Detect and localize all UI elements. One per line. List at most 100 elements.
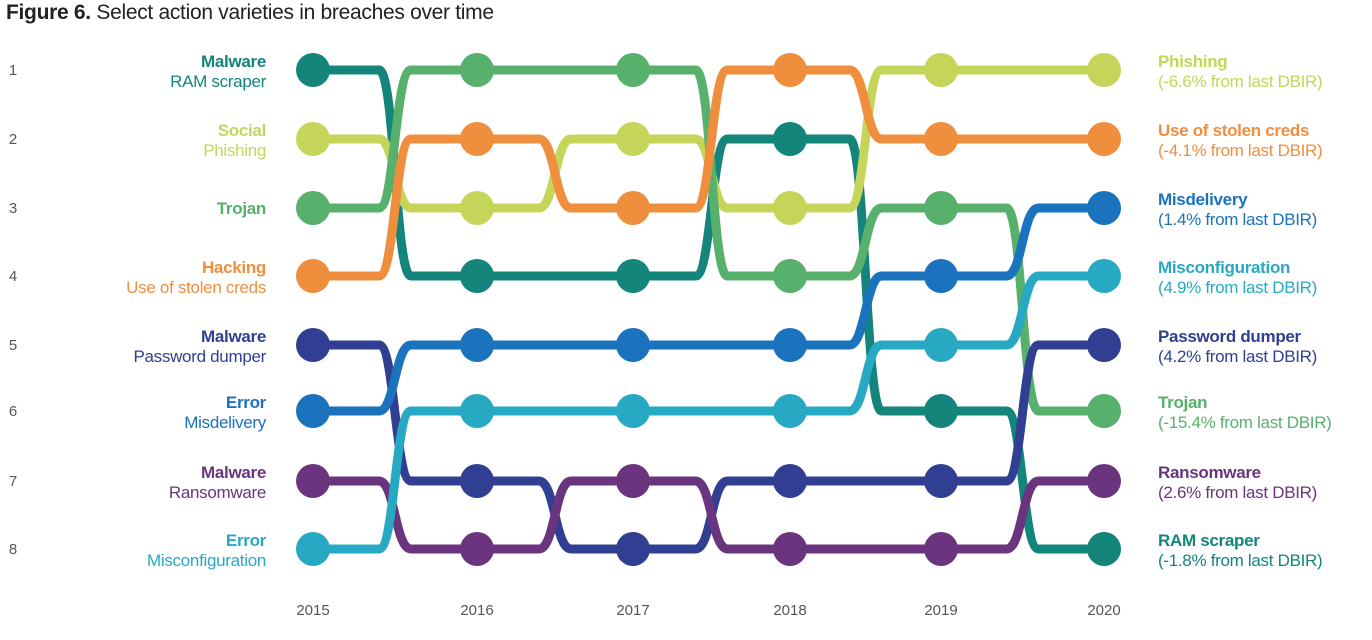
left-name-misconfiguration: Misconfiguration	[147, 551, 266, 570]
right-name-ransomware: Ransomware	[1158, 463, 1261, 482]
series-line-use-of-stolen-creds	[308, 65, 1109, 281]
series-line-misconfiguration	[308, 271, 1109, 554]
point-misconfiguration-2016	[460, 394, 494, 428]
rank-label-2: 2	[9, 131, 17, 148]
left-name-phishing: Phishing	[203, 141, 266, 160]
left-category-misconfiguration: Error	[226, 531, 267, 550]
point-trojan-2016	[460, 53, 494, 87]
right-change-misconfiguration: (4.9% from last DBIR)	[1158, 278, 1317, 297]
left-category-ransomware: Malware	[201, 463, 266, 482]
left-category-phishing: Social	[218, 121, 266, 140]
series-lines	[308, 65, 1109, 554]
right-name-phishing: Phishing	[1158, 52, 1227, 71]
point-misconfiguration-2015	[296, 532, 330, 566]
right-change-use-of-stolen-creds: (-4.1% from last DBIR)	[1158, 141, 1322, 160]
year-label-2019: 2019	[924, 602, 957, 619]
point-ransomware-2018	[773, 532, 807, 566]
point-misconfiguration-2018	[773, 394, 807, 428]
rank-axis: 1 2 3 4 5 6 7 8	[9, 62, 17, 558]
point-ram-scraper-2017	[616, 259, 650, 293]
point-ransomware-2017	[616, 464, 650, 498]
right-name-trojan: Trojan	[1158, 393, 1207, 412]
point-use-of-stolen-creds-2016	[460, 122, 494, 156]
year-label-2015: 2015	[296, 602, 329, 619]
rank-label-8: 8	[9, 541, 17, 558]
figure-number: Figure 6.	[6, 1, 91, 24]
year-label-2016: 2016	[460, 602, 493, 619]
point-misdelivery-2017	[616, 328, 650, 362]
point-phishing-2017	[616, 122, 650, 156]
left-name-trojan: Trojan	[217, 199, 266, 218]
right-change-misdelivery: (1.4% from last DBIR)	[1158, 210, 1317, 229]
year-label-2020: 2020	[1087, 602, 1120, 619]
rank-label-5: 5	[9, 337, 17, 354]
year-axis: 2015 2016 2017 2018 2019 2020	[296, 602, 1120, 619]
point-trojan-2015	[296, 191, 330, 225]
rank-label-7: 7	[9, 473, 17, 490]
point-misdelivery-2015	[296, 394, 330, 428]
right-change-password-dumper: (4.2% from last DBIR)	[1158, 347, 1317, 366]
year-label-2017: 2017	[616, 602, 649, 619]
point-phishing-2015	[296, 122, 330, 156]
point-use-of-stolen-creds-2019	[924, 122, 958, 156]
point-misconfiguration-2017	[616, 394, 650, 428]
point-misdelivery-2019	[924, 259, 958, 293]
point-ransomware-2020	[1087, 464, 1121, 498]
point-password-dumper-2018	[773, 464, 807, 498]
point-trojan-2019	[924, 191, 958, 225]
right-change-phishing: (-6.6% from last DBIR)	[1158, 72, 1322, 91]
point-ram-scraper-2018	[773, 122, 807, 156]
point-use-of-stolen-creds-2015	[296, 259, 330, 293]
series-line-ram-scraper	[308, 65, 1109, 554]
point-ransomware-2016	[460, 532, 494, 566]
series-line-password-dumper	[308, 340, 1109, 554]
left-name-ram-scraper: RAM scraper	[170, 72, 267, 91]
series-line-misdelivery	[308, 203, 1109, 416]
point-phishing-2019	[924, 53, 958, 87]
right-name-misdelivery: Misdelivery	[1158, 190, 1248, 209]
point-phishing-2018	[773, 191, 807, 225]
point-misconfiguration-2019	[924, 328, 958, 362]
left-name-password-dumper: Password dumper	[133, 347, 266, 366]
rank-label-3: 3	[9, 200, 17, 217]
left-name-ransomware: Ransomware	[169, 483, 266, 502]
rank-label-4: 4	[9, 268, 17, 285]
point-password-dumper-2019	[924, 464, 958, 498]
point-ram-scraper-2015	[296, 53, 330, 87]
right-name-ram-scraper: RAM scraper	[1158, 531, 1260, 550]
figure-title-text: Select action varieties in breaches over…	[96, 1, 494, 24]
point-password-dumper-2017	[616, 532, 650, 566]
left-category-use-of-stolen-creds: Hacking	[202, 258, 266, 277]
right-change-ram-scraper: (-1.8% from last DBIR)	[1158, 551, 1322, 570]
point-misdelivery-2018	[773, 328, 807, 362]
series-points	[296, 53, 1121, 566]
point-ram-scraper-2020	[1087, 532, 1121, 566]
rank-label-6: 6	[9, 403, 17, 420]
series-line-trojan	[308, 65, 1109, 416]
point-password-dumper-2020	[1087, 328, 1121, 362]
year-label-2018: 2018	[773, 602, 806, 619]
point-trojan-2018	[773, 259, 807, 293]
point-misdelivery-2020	[1087, 191, 1121, 225]
point-use-of-stolen-creds-2018	[773, 53, 807, 87]
right-name-use-of-stolen-creds: Use of stolen creds	[1158, 121, 1309, 140]
point-phishing-2016	[460, 191, 494, 225]
point-use-of-stolen-creds-2020	[1087, 122, 1121, 156]
right-name-misconfiguration: Misconfiguration	[1158, 258, 1290, 277]
right-change-trojan: (-15.4% from last DBIR)	[1158, 413, 1332, 432]
point-phishing-2020	[1087, 53, 1121, 87]
point-trojan-2017	[616, 53, 650, 87]
point-ransomware-2019	[924, 532, 958, 566]
point-misconfiguration-2020	[1087, 259, 1121, 293]
rank-label-1: 1	[9, 62, 17, 79]
left-category-ram-scraper: Malware	[201, 52, 266, 71]
left-category-password-dumper: Malware	[201, 327, 266, 346]
right-name-password-dumper: Password dumper	[1158, 327, 1302, 346]
point-trojan-2020	[1087, 394, 1121, 428]
figure-title: Figure 6. Select action varieties in bre…	[6, 1, 494, 25]
left-name-use-of-stolen-creds: Use of stolen creds	[126, 278, 266, 297]
point-ransomware-2015	[296, 464, 330, 498]
point-ram-scraper-2016	[460, 259, 494, 293]
point-use-of-stolen-creds-2017	[616, 191, 650, 225]
